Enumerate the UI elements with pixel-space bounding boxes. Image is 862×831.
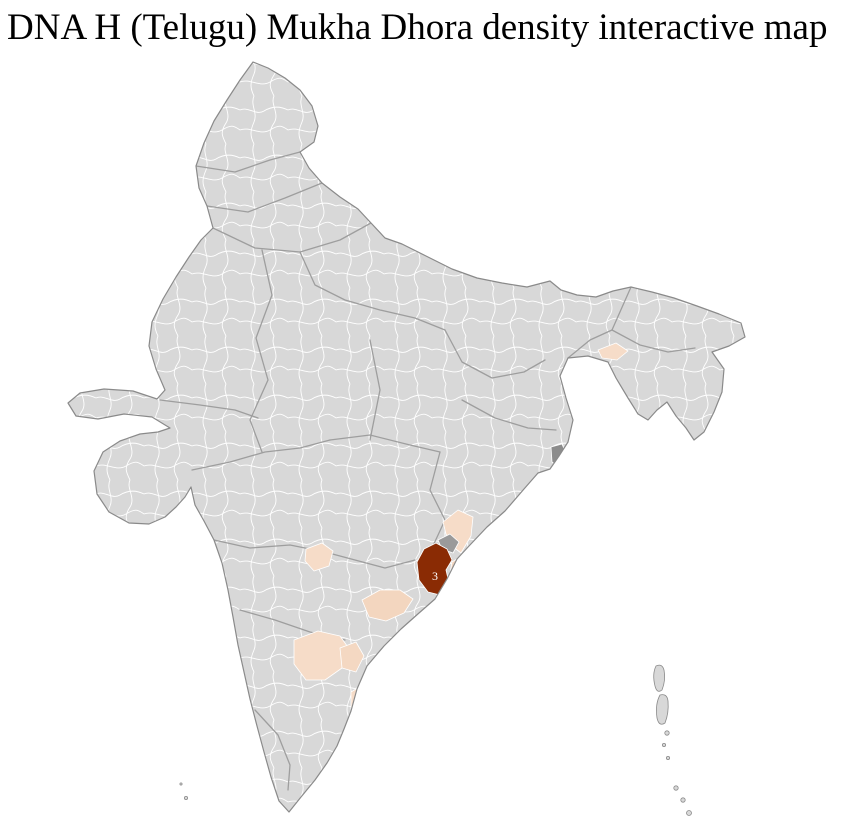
- district-marker-label: 3: [432, 569, 438, 583]
- region-rayalaseema-east-light-district[interactable]: [339, 641, 365, 673]
- andaman-nicobar-islands[interactable]: [653, 664, 692, 816]
- region-assam-light-district[interactable]: [597, 342, 629, 361]
- district-borders-mesh: [68, 62, 745, 812]
- region-telangana-light-district[interactable]: [304, 542, 334, 572]
- region-east-coast-dark-district[interactable]: [416, 542, 453, 596]
- lakshadweep-islands[interactable]: [179, 782, 188, 801]
- region-godavari-coast-light-district[interactable]: [361, 589, 414, 622]
- page-title: DNA H (Telugu) Mukha Dhora density inter…: [7, 7, 828, 48]
